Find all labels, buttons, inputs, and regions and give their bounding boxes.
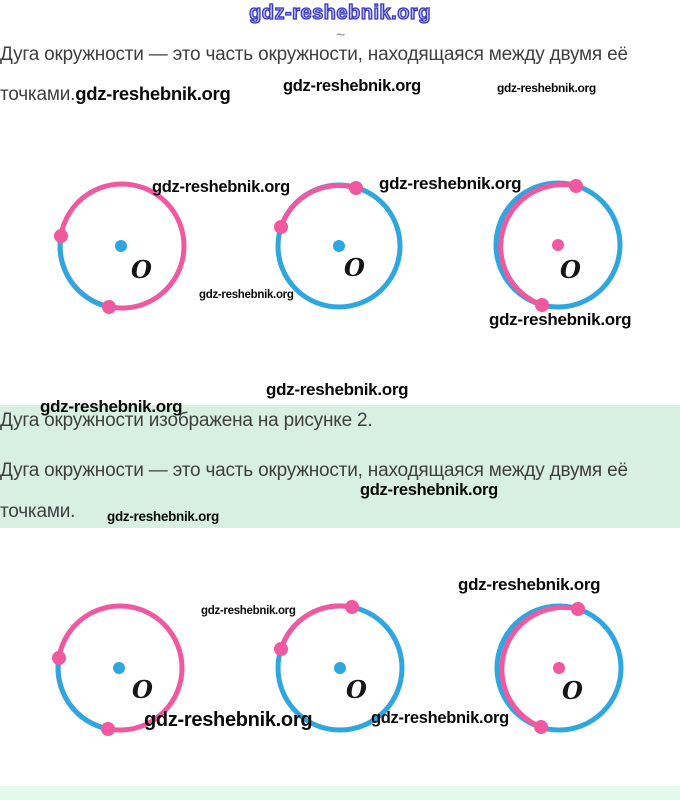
watermark: gdz-reshebnik.org: [107, 509, 219, 524]
figure1-circle-3: O: [493, 179, 623, 312]
center-label: O: [560, 255, 581, 284]
figure1-circle-1: O: [54, 181, 187, 314]
figure2-circle-2: O: [274, 600, 405, 733]
footer-bar: [0, 786, 680, 800]
arc-endpoint-dot: [345, 600, 359, 614]
center-dot: [552, 239, 564, 251]
center-dot: [333, 240, 345, 252]
center-label: O: [562, 676, 583, 705]
arc-endpoint-dot: [52, 651, 66, 665]
watermark: gdz-reshebnik.org: [371, 709, 509, 727]
watermark: gdz-reshebnik.org: [75, 83, 231, 104]
watermark: gdz-reshebnik.org: [199, 289, 294, 301]
watermark: gdz-reshebnik.org: [40, 397, 183, 416]
figure2-circle-3: O: [494, 602, 624, 734]
watermark: gdz-reshebnik.org: [458, 575, 601, 594]
watermark: gdz-reshebnik.org: [283, 77, 421, 95]
site-logo[interactable]: gdz-reshebnik.org: [248, 1, 431, 24]
arc-endpoint-dot: [54, 229, 68, 243]
definition-line-2-text: точками.: [0, 84, 76, 105]
watermark: gdz-reshebnik.org: [201, 605, 296, 617]
arc-endpoint-dot: [534, 720, 548, 734]
arc-endpoint-dot: [102, 300, 116, 314]
watermark: gdz-reshebnik.org: [360, 481, 498, 499]
definition-line-1: Дуга окружности — это часть окружности, …: [0, 44, 628, 65]
arc-segment: [55, 655, 111, 732]
answer-box: Дуга окружности изображена на рисунке 2.…: [0, 405, 680, 528]
watermark: gdz-reshebnik.org: [152, 178, 290, 196]
answer-statement: Дуга окружности изображена на рисунке 2.: [0, 410, 373, 431]
center-dot: [113, 662, 125, 674]
center-label: O: [132, 675, 153, 704]
center-dot: [334, 662, 346, 674]
arc-endpoint-dot: [535, 298, 549, 312]
center-label: O: [131, 255, 152, 284]
answer-definition-line-1: Дуга окружности — это часть окружности, …: [0, 460, 628, 481]
arc-endpoint-dot: [274, 220, 288, 234]
center-dot: [553, 662, 565, 674]
arc-endpoint-dot: [101, 722, 115, 736]
arc-endpoint-dot: [569, 179, 583, 193]
figure1-circle-2: O: [274, 181, 403, 310]
answer-definition-line-2: точками.: [0, 501, 76, 522]
arc-segment: [57, 233, 112, 310]
watermark: gdz-reshebnik.org: [497, 81, 596, 95]
watermark: gdz-reshebnik.org: [489, 310, 632, 329]
arc-endpoint-dot: [349, 181, 363, 195]
squiggle-decoration: ~: [336, 27, 346, 44]
center-dot: [115, 240, 127, 252]
arc-endpoint-dot: [274, 642, 288, 656]
definition-line-2: точками.gdz-reshebnik.org: [0, 83, 231, 105]
watermark: gdz-reshebnik.org: [144, 709, 313, 731]
center-label: O: [344, 253, 365, 282]
arc-segment: [278, 183, 359, 230]
watermark: gdz-reshebnik.org: [379, 174, 522, 193]
arc-segment: [498, 182, 579, 308]
arc-endpoint-dot: [571, 602, 585, 616]
center-label: O: [346, 675, 367, 704]
circles-figure-2: O O O: [52, 600, 624, 736]
watermark: gdz-reshebnik.org: [266, 380, 409, 399]
arc-segment: [499, 604, 581, 730]
arc-segment: [278, 603, 355, 652]
circles-figure-1: O O O: [54, 179, 623, 314]
figure2-circle-1: O: [52, 603, 185, 736]
